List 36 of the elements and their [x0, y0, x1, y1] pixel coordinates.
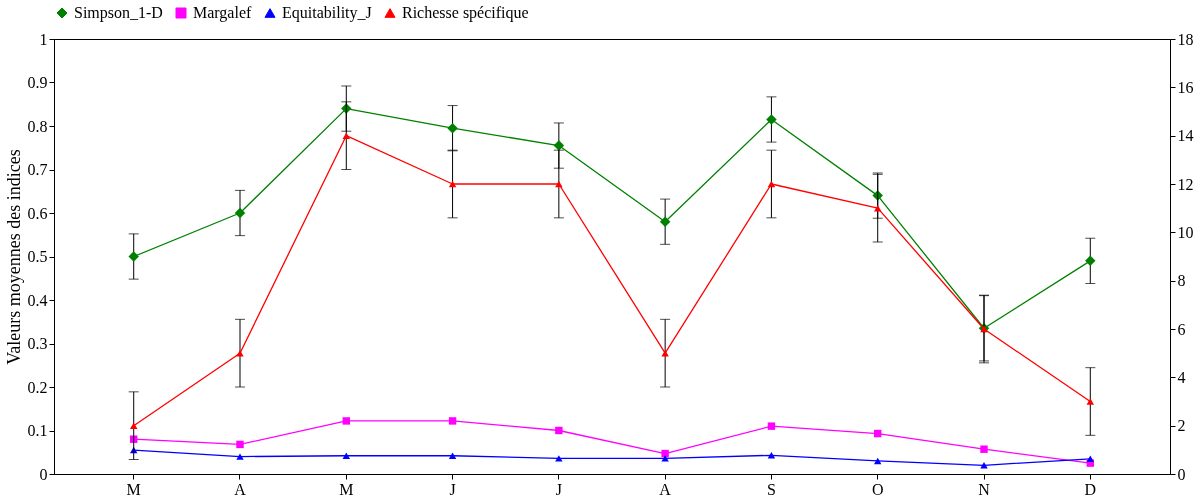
y2-tick-label: 16: [1177, 78, 1194, 96]
legend-label: Richesse spécifique: [402, 4, 529, 22]
y2-tick-label: 2: [1177, 417, 1186, 435]
x-tick-label: A: [234, 480, 247, 498]
y-tick-label: 1: [39, 30, 48, 48]
y2-tick-label: 6: [1177, 320, 1186, 338]
x-tick-label: D: [1084, 480, 1097, 498]
x-tick-label: J: [555, 480, 562, 498]
x-tick-label: S: [766, 480, 776, 498]
x-tick-label: A: [659, 480, 672, 498]
y-tick-label: 0.1: [27, 422, 48, 439]
y2-tick-label: 0: [1177, 465, 1186, 483]
y-tick-label: 0.8: [27, 117, 48, 135]
y-tick-label: 0.7: [27, 161, 48, 178]
y2-tick-label: 18: [1177, 30, 1194, 48]
y-tick-label: 0: [39, 465, 48, 483]
y-tick-label: 0.5: [27, 248, 48, 265]
x-tick-label: O: [871, 480, 884, 498]
y-tick-label: 0.2: [27, 378, 48, 396]
y2-tick-label: 8: [1177, 272, 1186, 290]
x-tick-label: J: [449, 480, 456, 498]
x-tick-label: M: [126, 480, 141, 498]
legend-label: Simpson_1-D: [74, 4, 163, 22]
y-tick-label: 0.9: [27, 74, 48, 91]
legend-label: Equitability_J: [282, 4, 372, 22]
x-tick-label: M: [339, 480, 354, 498]
y-axis-title: Valeurs moyennes des indices: [3, 149, 24, 365]
y2-tick-label: 10: [1177, 223, 1194, 241]
x-tick-label: N: [978, 480, 991, 498]
legend-label: Margalef: [193, 4, 253, 22]
y2-tick-label: 12: [1177, 175, 1194, 193]
y2-tick-label: 14: [1177, 127, 1194, 145]
y-tick-label: 0.6: [27, 204, 48, 222]
y-tick-label: 0.3: [27, 335, 48, 352]
y2-tick-label: 4: [1177, 368, 1186, 386]
y-tick-label: 0.4: [27, 291, 48, 309]
